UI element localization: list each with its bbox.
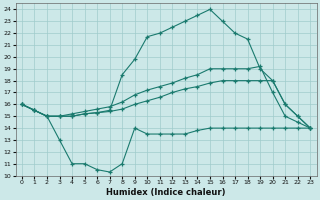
X-axis label: Humidex (Indice chaleur): Humidex (Indice chaleur) [106,188,226,197]
